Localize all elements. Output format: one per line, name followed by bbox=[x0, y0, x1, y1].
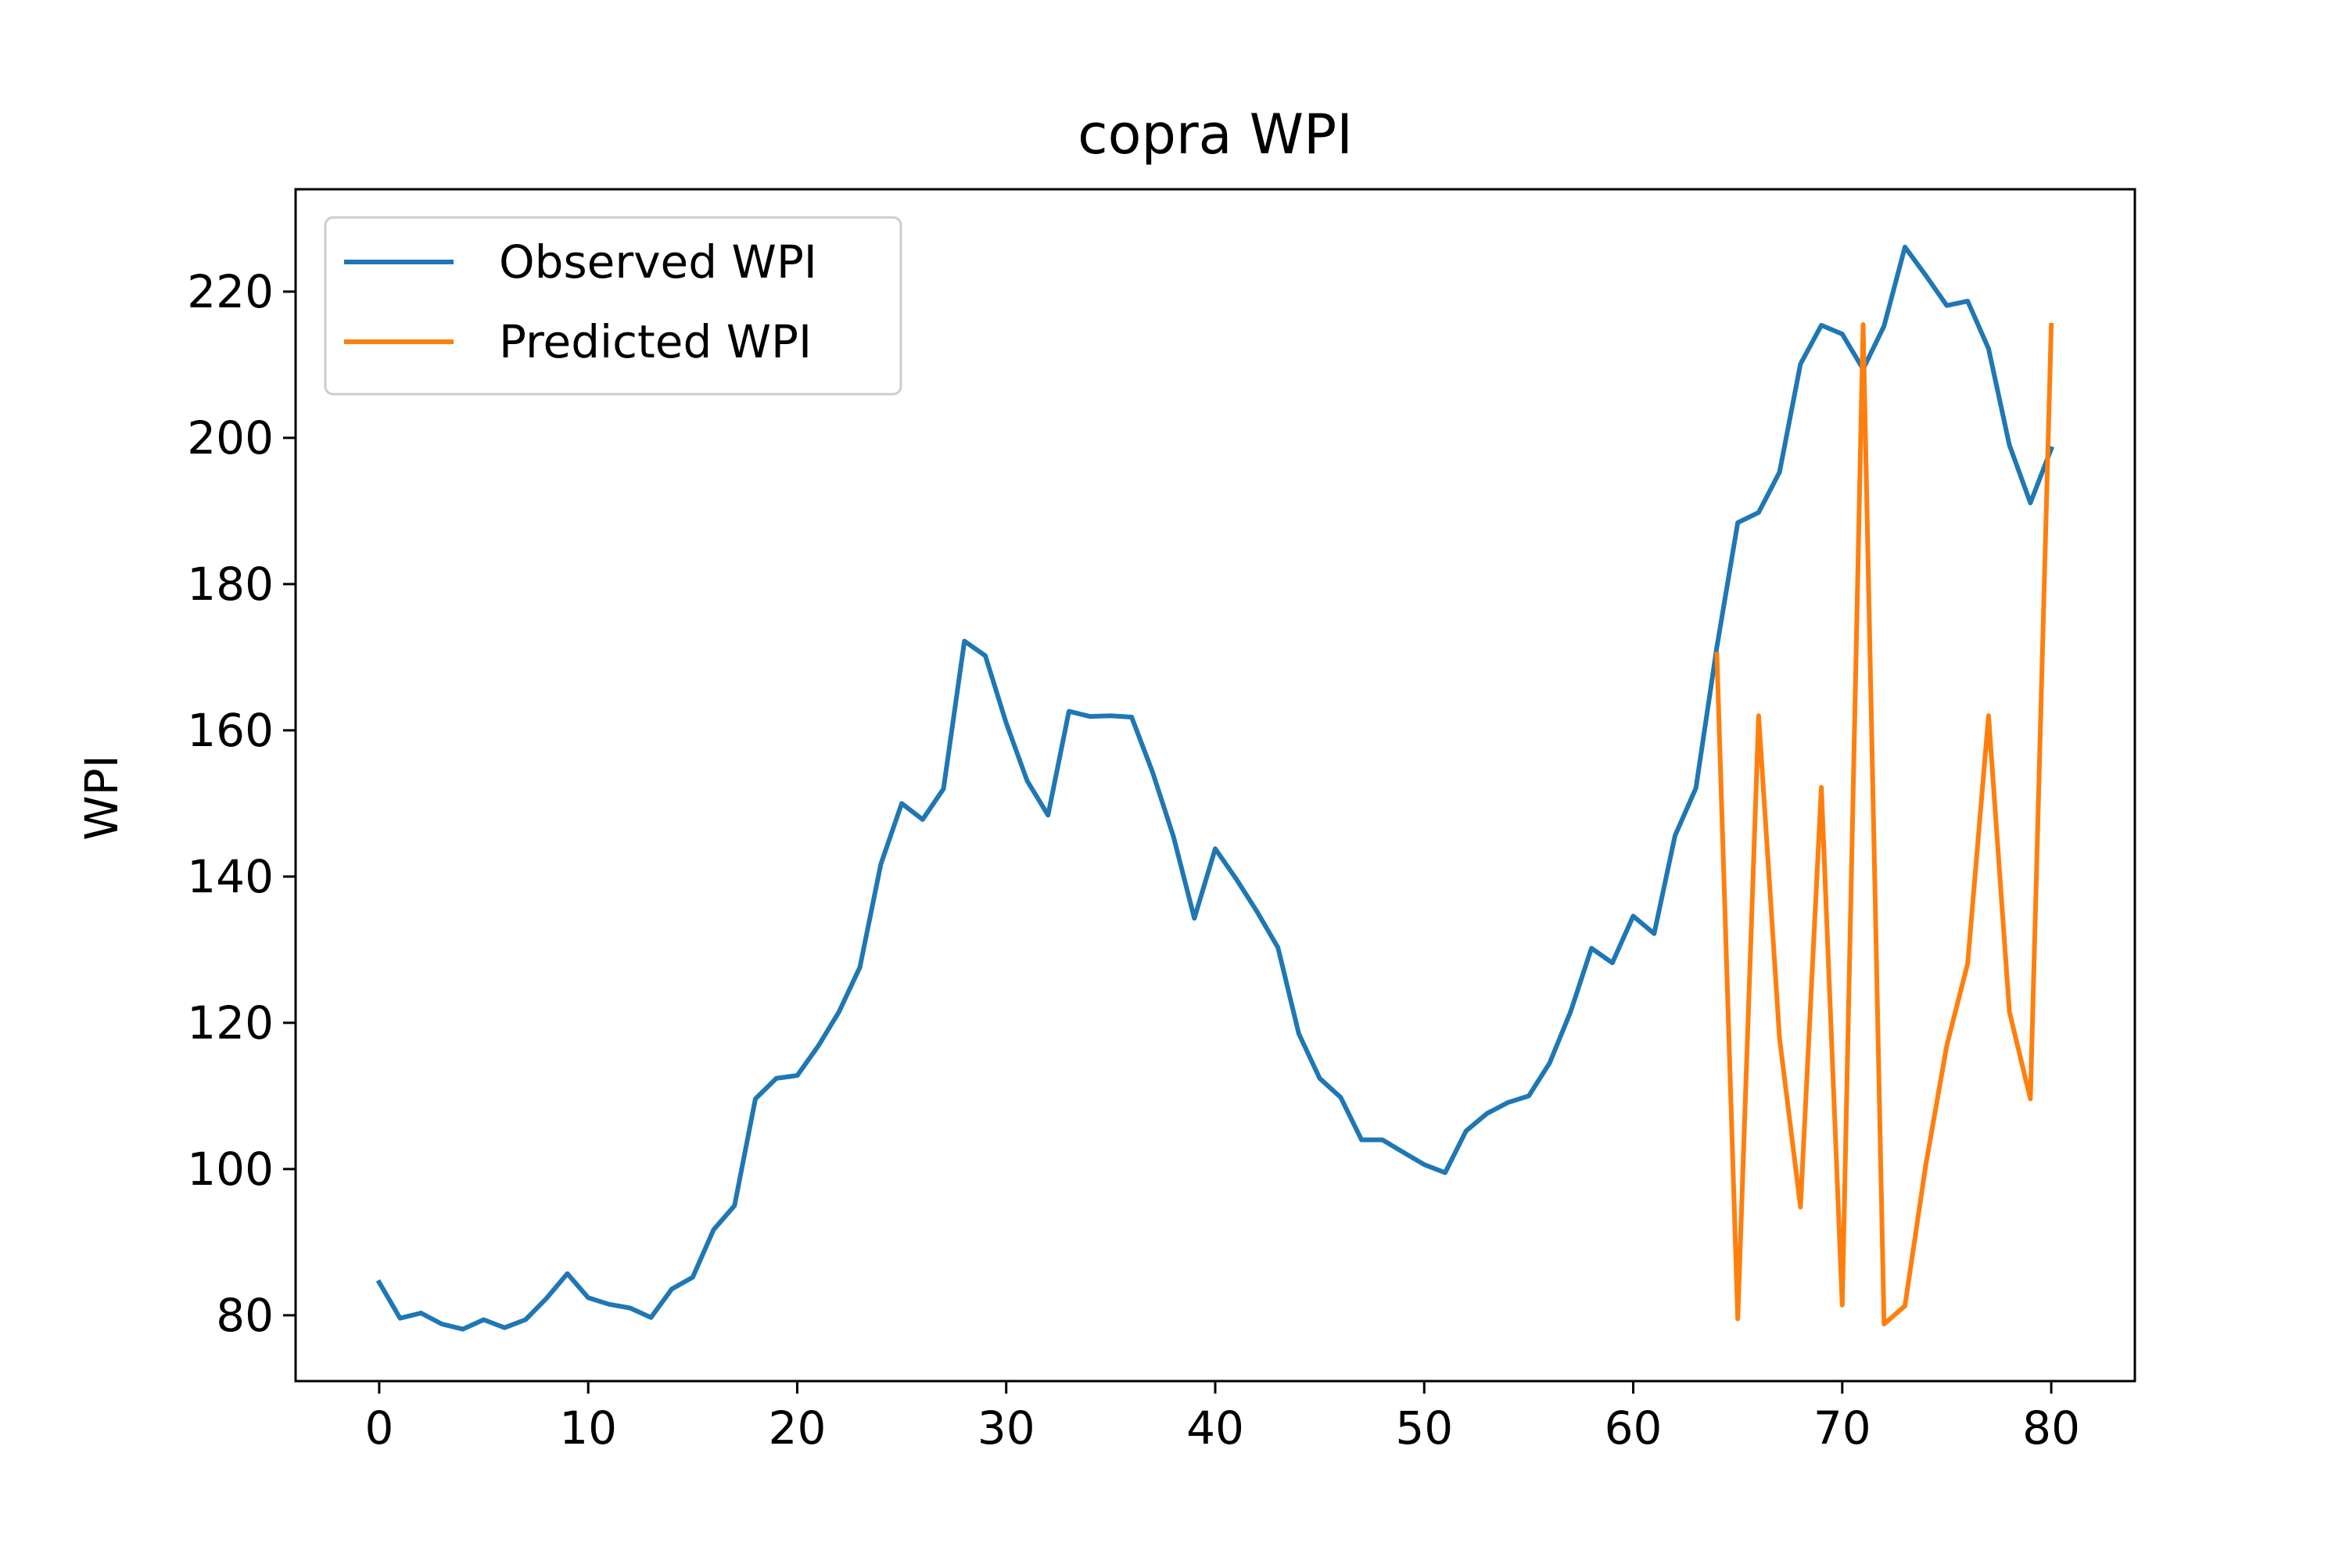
legend-label-predicted-wpi: Predicted WPI bbox=[499, 315, 812, 368]
x-tick-label: 60 bbox=[1605, 1401, 1663, 1455]
series-line-observed-wpi bbox=[375, 244, 2054, 1332]
y-tick-label: 200 bbox=[187, 411, 274, 465]
legend-box bbox=[324, 216, 902, 396]
chart-title: copra WPI bbox=[1078, 102, 1353, 167]
series-line-predicted-wpi bbox=[1714, 322, 2054, 1327]
x-tick-label: 80 bbox=[2022, 1401, 2080, 1455]
y-tick-label: 140 bbox=[187, 850, 274, 903]
x-tick-label: 50 bbox=[1395, 1401, 1453, 1455]
x-tick-label: 40 bbox=[1186, 1401, 1244, 1455]
plot-area: 0 10 20 30 40 50 60 70 80 80 100 120 140 160 180 200 220… bbox=[187, 188, 2136, 1455]
y-tick-label: 180 bbox=[187, 558, 274, 611]
legend-label-observed-wpi: Observed WPI bbox=[499, 235, 817, 289]
x-tick-label: 10 bbox=[559, 1401, 617, 1455]
y-axis-label: WPI bbox=[75, 755, 128, 840]
x-tick-label: 0 bbox=[364, 1401, 393, 1455]
y-tick-label: 160 bbox=[187, 704, 274, 757]
x-tick-label: 70 bbox=[1813, 1401, 1871, 1455]
x-tick-label: 20 bbox=[769, 1401, 827, 1455]
y-tick-label: 80 bbox=[216, 1289, 274, 1342]
y-tick-label: 100 bbox=[187, 1143, 274, 1196]
y-tick-label: 120 bbox=[187, 996, 274, 1050]
x-tick-label: 30 bbox=[978, 1401, 1035, 1455]
y-tick-label: 220 bbox=[187, 265, 274, 318]
